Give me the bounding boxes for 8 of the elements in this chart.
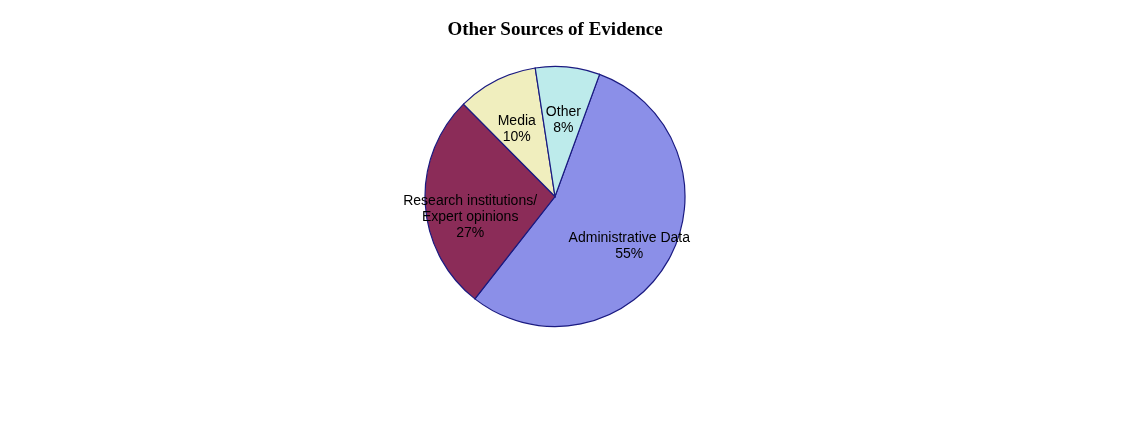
data-label: 8% <box>553 118 574 135</box>
data-label: 10% <box>502 127 531 144</box>
chart-title: Other Sources of Evidence <box>447 18 663 39</box>
slice-label: Media <box>497 111 537 128</box>
slice-label: Other <box>545 102 582 119</box>
slice-label: Administrative Data <box>568 228 691 245</box>
data-label: 55% <box>615 244 644 261</box>
data-label: 27% <box>456 224 485 241</box>
